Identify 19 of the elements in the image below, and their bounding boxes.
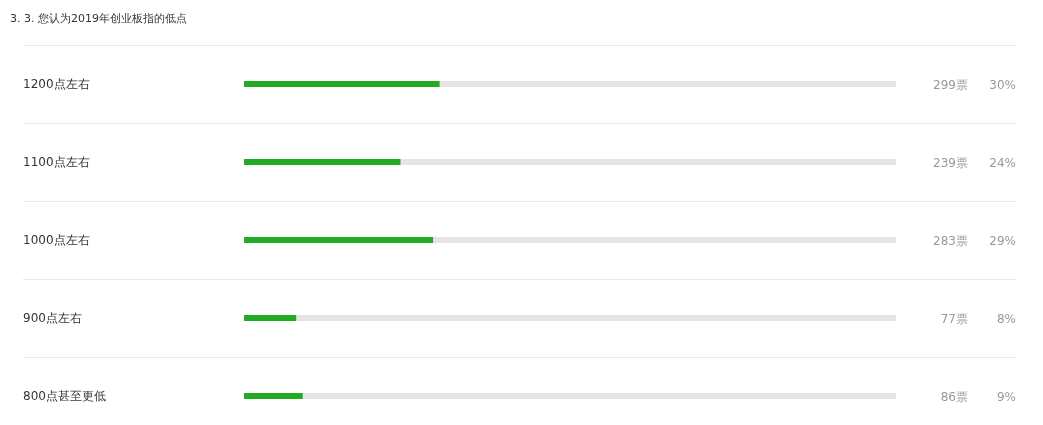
text: 77票: [940, 312, 968, 326]
data-label: 8%: [996, 312, 1016, 326]
text: 86票: [940, 390, 968, 404]
text: 299票: [933, 78, 968, 92]
y-tick-label: 1000点左右: [23, 233, 90, 247]
text: 283票: [933, 234, 968, 248]
y-tick-label: 900点左右: [23, 311, 82, 325]
text: 239票: [933, 156, 968, 170]
y-tick-label: 1200点左右: [23, 77, 90, 91]
bar: [244, 159, 401, 165]
data-label: 30%: [989, 78, 1016, 92]
text: 3. 3. 您认为2019年创业板指的低点: [10, 12, 187, 25]
data-label: 29%: [989, 234, 1016, 248]
y-tick-label: 1100点左右: [23, 155, 90, 169]
data-label: 24%: [989, 156, 1016, 170]
bar: [244, 315, 297, 321]
y-tick-label: 800点甚至更低: [23, 389, 106, 403]
bar: [244, 393, 303, 399]
data-label: 9%: [996, 390, 1016, 404]
